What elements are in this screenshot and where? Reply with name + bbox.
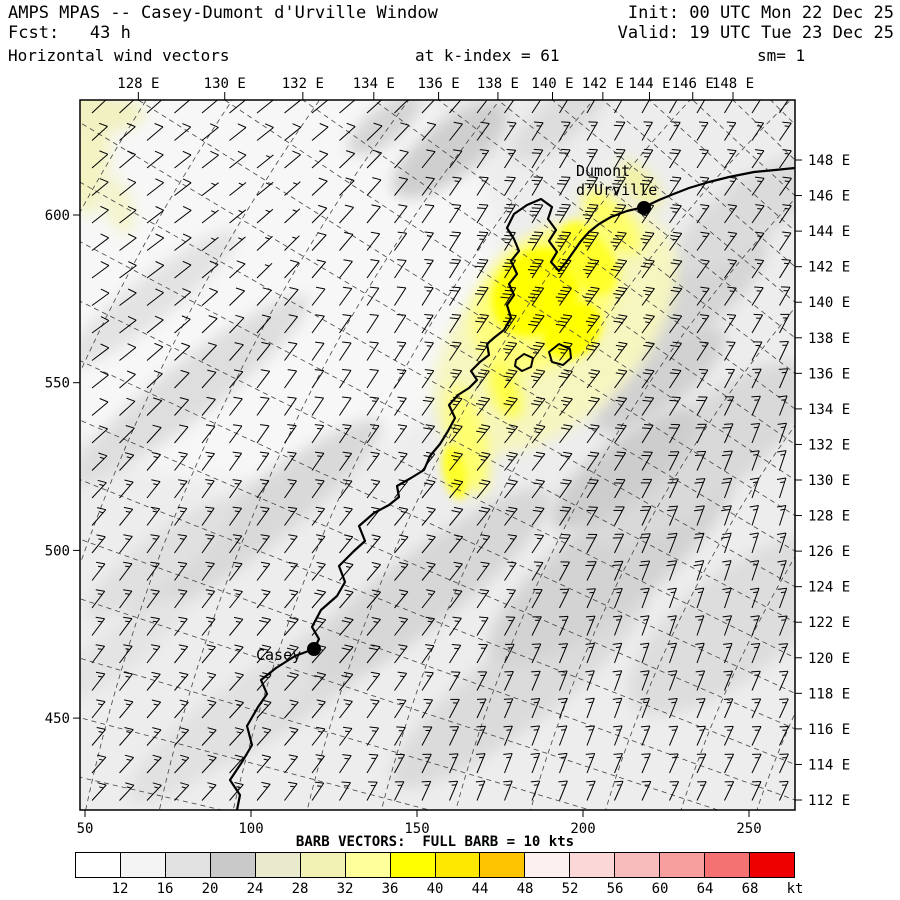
smoothing-label: sm= 1 [757, 46, 806, 65]
station-marker [307, 642, 321, 656]
colorbar-cell [390, 853, 436, 877]
init-time-label: Init: 00 UTC Mon 22 Dec 25 [627, 3, 894, 23]
right-axis-label: 138 E [808, 331, 850, 347]
right-axis-label: 132 E [808, 437, 850, 453]
right-axis-label: 148 E [808, 153, 850, 169]
top-axis-label: 138 E [477, 76, 519, 92]
colorbar-cell [615, 853, 661, 877]
top-axis-label: 144 E [628, 76, 670, 92]
left-axis-label: 600 [45, 208, 70, 224]
right-axis-label: 134 E [808, 402, 850, 418]
left-axis-label: 500 [45, 543, 70, 559]
colorbar-tick-label: 28 [291, 881, 309, 897]
colorbar-title: BARB VECTORS: FULL BARB = 10 kts [295, 834, 575, 850]
forecast-hour-label: Fcst: 43 h [8, 23, 131, 43]
colorbar-cell [660, 853, 706, 877]
top-axis-label: 146 E [672, 76, 714, 92]
top-axis-label: 132 E [282, 76, 324, 92]
bottom-axis-label: 100 [238, 821, 263, 837]
right-axis-label: 120 E [808, 651, 850, 667]
right-axis-label: 140 E [808, 295, 850, 311]
bottom-axis-label: 50 [77, 821, 94, 837]
colorbar-tick-label: 12 [111, 881, 129, 897]
colorbar-tick-label: 16 [156, 881, 174, 897]
colorbar-cell [120, 853, 166, 877]
colorbar-tick-label: 56 [606, 881, 624, 897]
right-axis-label: 124 E [808, 580, 850, 596]
right-axis-label: 130 E [808, 473, 850, 489]
colorbar [75, 852, 795, 878]
colorbar-cell [525, 853, 571, 877]
colorbar-cell [255, 853, 301, 877]
top-axis-label: 134 E [353, 76, 395, 92]
right-axis-label: 136 E [808, 366, 850, 382]
top-axis-label: 148 E [712, 76, 754, 92]
right-axis-label: 128 E [808, 509, 850, 525]
right-axis-label: 116 E [808, 722, 850, 738]
wind-barb-layer [91, 100, 792, 801]
colorbar-cell [210, 853, 256, 877]
bottom-axis-label: 200 [570, 821, 595, 837]
colorbar-cell [480, 853, 526, 877]
top-axis-label: 142 E [582, 76, 624, 92]
colorbar-tick-label: 64 [696, 881, 714, 897]
top-axis-label: 130 E [204, 76, 246, 92]
field-name-label: Horizontal wind vectors [8, 46, 230, 65]
colorbar-tick-label: 44 [471, 881, 489, 897]
colorbar-tick-label: 40 [426, 881, 444, 897]
colorbar-tick-label: 52 [561, 881, 579, 897]
bottom-axis-label: 150 [404, 821, 429, 837]
colorbar-tick-label: 60 [651, 881, 669, 897]
colorbar-cell [345, 853, 391, 877]
right-axis-label: 122 E [808, 615, 850, 631]
plot-frame [79, 99, 796, 811]
colorbar-cell [570, 853, 616, 877]
colorbar-tick-label: 36 [381, 881, 399, 897]
island-outline [514, 353, 534, 372]
colorbar-cell [435, 853, 481, 877]
bottom-axis-label: 250 [736, 821, 761, 837]
left-axis-label: 550 [45, 376, 70, 392]
coastline-layer [228, 166, 795, 810]
plot-title: AMPS MPAS -- Casey-Dumont d'Urville Wind… [8, 3, 438, 23]
coastline [228, 166, 795, 810]
right-axis-label: 112 E [808, 793, 850, 809]
colorbar-cell [76, 853, 121, 877]
right-axis-label: 142 E [808, 260, 850, 276]
colorbar-tick-label: kt [786, 881, 804, 897]
island-outline [548, 343, 572, 366]
colorbar-tick-label: 20 [201, 881, 219, 897]
right-axis-label: 146 E [808, 189, 850, 205]
top-axis-label: 128 E [117, 76, 159, 92]
right-axis-label: 126 E [808, 544, 850, 560]
colorbar-cell [750, 853, 794, 877]
colorbar-cell [300, 853, 346, 877]
right-axis-label: 144 E [808, 224, 850, 240]
station-label: Dumont [576, 162, 630, 180]
top-axis-label: 140 E [531, 76, 573, 92]
station-label: Casey [256, 646, 301, 664]
right-axis-label: 118 E [808, 686, 850, 702]
colorbar-tick-label: 32 [336, 881, 354, 897]
top-axis-label: 136 E [418, 76, 460, 92]
right-axis-label: 114 E [808, 757, 850, 773]
level-label: at k-index = 61 [415, 46, 560, 65]
station-marker [637, 201, 651, 215]
station-label: d'Urville [576, 181, 657, 199]
colorbar-tick-label: 48 [516, 881, 534, 897]
colorbar-tick-label: 68 [741, 881, 759, 897]
colorbar-cell [705, 853, 751, 877]
colorbar-cell [165, 853, 211, 877]
colorbar-labels: 12 16 20 24 28 32 36 40 44 48 52 56 60 64 68 kt [0, 881, 900, 899]
valid-time-label: Valid: 19 UTC Tue 23 Dec 25 [617, 23, 894, 43]
colorbar-tick-label: 24 [246, 881, 264, 897]
left-axis-label: 450 [45, 711, 70, 727]
